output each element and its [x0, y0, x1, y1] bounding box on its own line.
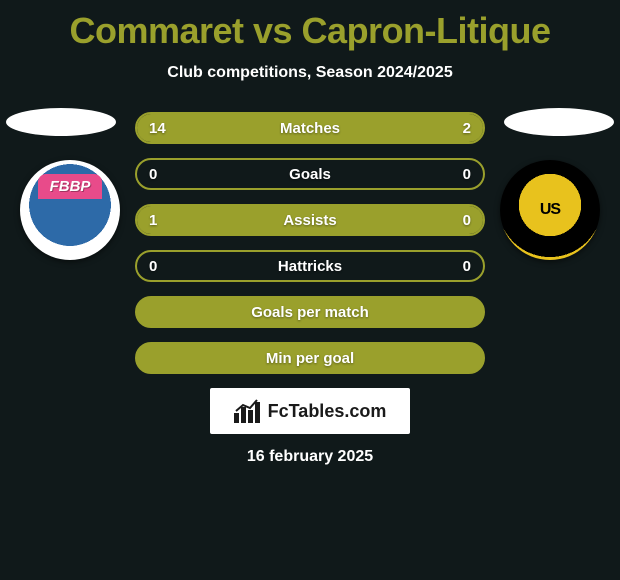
stat-value-right: 2: [463, 120, 471, 137]
page-title: Commaret vs Capron-Litique: [0, 0, 620, 52]
stat-row-matches: 14 Matches 2: [135, 112, 485, 144]
player-ellipse-left: [6, 108, 116, 136]
stat-row-goals: 0 Goals 0: [135, 158, 485, 190]
stat-row-min-per-goal: Min per goal: [135, 342, 485, 374]
player-ellipse-right: [504, 108, 614, 136]
stat-value-right: 0: [463, 166, 471, 183]
stat-label: Goals per match: [251, 304, 369, 321]
stat-value-right: 0: [463, 258, 471, 275]
stat-fill-right: [440, 114, 483, 142]
subtitle: Club competitions, Season 2024/2025: [0, 64, 620, 82]
stat-label: Min per goal: [266, 350, 354, 367]
stat-row-goals-per-match: Goals per match: [135, 296, 485, 328]
stat-value-right: 0: [463, 212, 471, 229]
fctables-badge[interactable]: FcTables.com: [210, 388, 410, 434]
stat-row-assists: 1 Assists 0: [135, 204, 485, 236]
crest-abbrev-left: FBBP: [50, 178, 91, 195]
stat-value-left: 1: [149, 212, 157, 229]
stat-value-left: 0: [149, 258, 157, 275]
stat-label: Matches: [280, 120, 340, 137]
club-crest-left: FBBP: [20, 160, 120, 260]
stat-label: Goals: [289, 166, 331, 183]
crest-shield-left: FBBP: [38, 174, 102, 246]
club-crest-right: US: [500, 160, 600, 260]
stat-label: Hattricks: [278, 258, 342, 275]
stat-row-hattricks: 0 Hattricks 0: [135, 250, 485, 282]
crest-abbrev-right: US: [540, 201, 560, 219]
stat-label: Assists: [283, 212, 336, 229]
fctables-text: FcTables.com: [268, 401, 387, 422]
stats-bars: 14 Matches 2 0 Goals 0 1 Assists 0 0 Hattricks 0 Goa…: [135, 112, 485, 374]
stat-value-left: 0: [149, 166, 157, 183]
stat-value-left: 14: [149, 120, 166, 137]
date-label: 16 february 2025: [0, 448, 620, 466]
fctables-icon: [234, 399, 262, 423]
comparison-area: FBBP US 14 Matches 2 0 Goals 0 1 Assists 0 0 Hattr…: [0, 112, 620, 466]
